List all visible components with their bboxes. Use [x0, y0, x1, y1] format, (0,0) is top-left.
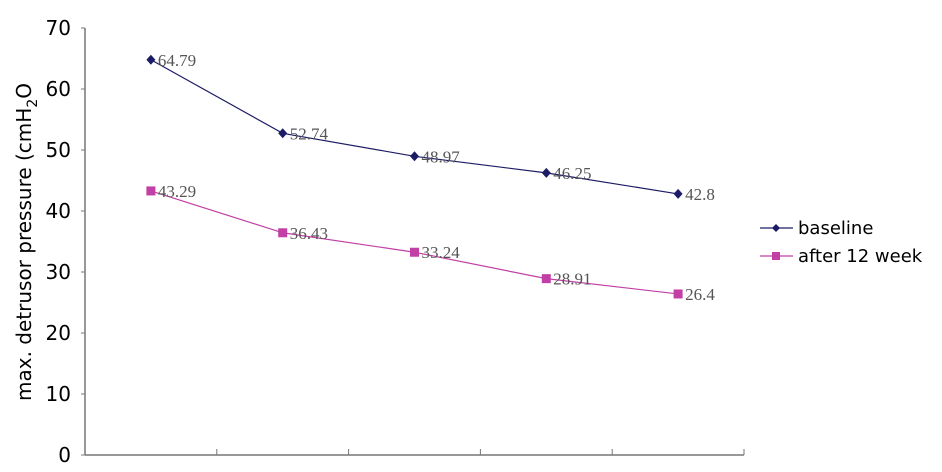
data-point: [673, 289, 683, 299]
data-label: 43.29: [158, 182, 196, 201]
y-tick-label: 30: [46, 260, 71, 284]
data-label: 46.25: [553, 164, 591, 183]
y-tick-label: 70: [46, 16, 71, 40]
data-label: 33.24: [422, 243, 461, 262]
legend-marker-square: [772, 252, 780, 260]
axes: 0 10 20 30 40 50 60 70: [46, 16, 745, 467]
data-point: [410, 151, 419, 162]
data-point: [278, 228, 288, 238]
data-point: [410, 247, 419, 257]
data-label: 48.97: [422, 147, 461, 166]
series-after-12-week: 43.29 36.43 33.24 28.91 26.4: [146, 182, 715, 304]
legend-item: baseline: [760, 218, 873, 239]
legend-label: after 12 week: [798, 246, 923, 267]
legend-label: baseline: [798, 218, 873, 239]
data-point: [541, 167, 551, 178]
y-axis-title-main: max. detrusor pressure (cmH: [12, 108, 36, 401]
data-label: 42.8: [685, 185, 715, 204]
y-tick-label: 40: [46, 199, 71, 223]
y-tick-label: 60: [46, 77, 71, 101]
series-group: 64.79 52.74 48.97 46.25 42.8 43.29 36.43 33.24 2…: [146, 51, 715, 304]
data-point: [146, 54, 156, 65]
data-label: 28.91: [553, 270, 591, 289]
data-label: 52.74: [290, 124, 329, 143]
y-tick-label: 20: [46, 321, 71, 345]
legend-item: after 12 week: [760, 246, 923, 267]
data-point: [673, 188, 683, 199]
data-label: 64.79: [158, 51, 196, 70]
data-point: [541, 274, 551, 284]
y-tick-label: 0: [58, 443, 71, 467]
data-label: 26.4: [685, 285, 715, 304]
y-axis-title: max. detrusor pressure (cmH2O: [12, 83, 41, 401]
y-axis-title-suffix: O: [12, 83, 36, 99]
svg-text:max. detrusor pressure (cmH2O: max. detrusor pressure (cmH2O: [12, 83, 41, 401]
series-baseline: 64.79 52.74 48.97 46.25 42.8: [146, 51, 715, 204]
legend: baseline after 12 week: [760, 218, 923, 267]
data-point: [278, 128, 288, 139]
data-label: 36.43: [290, 224, 328, 243]
y-axis-title-subscript: 2: [25, 99, 41, 108]
legend-marker-diamond: [772, 224, 780, 232]
data-point: [146, 186, 156, 196]
series-line: [150, 190, 679, 295]
y-tick-label: 50: [46, 138, 71, 162]
series-line: [150, 59, 679, 195]
y-tick-label: 10: [46, 382, 71, 406]
